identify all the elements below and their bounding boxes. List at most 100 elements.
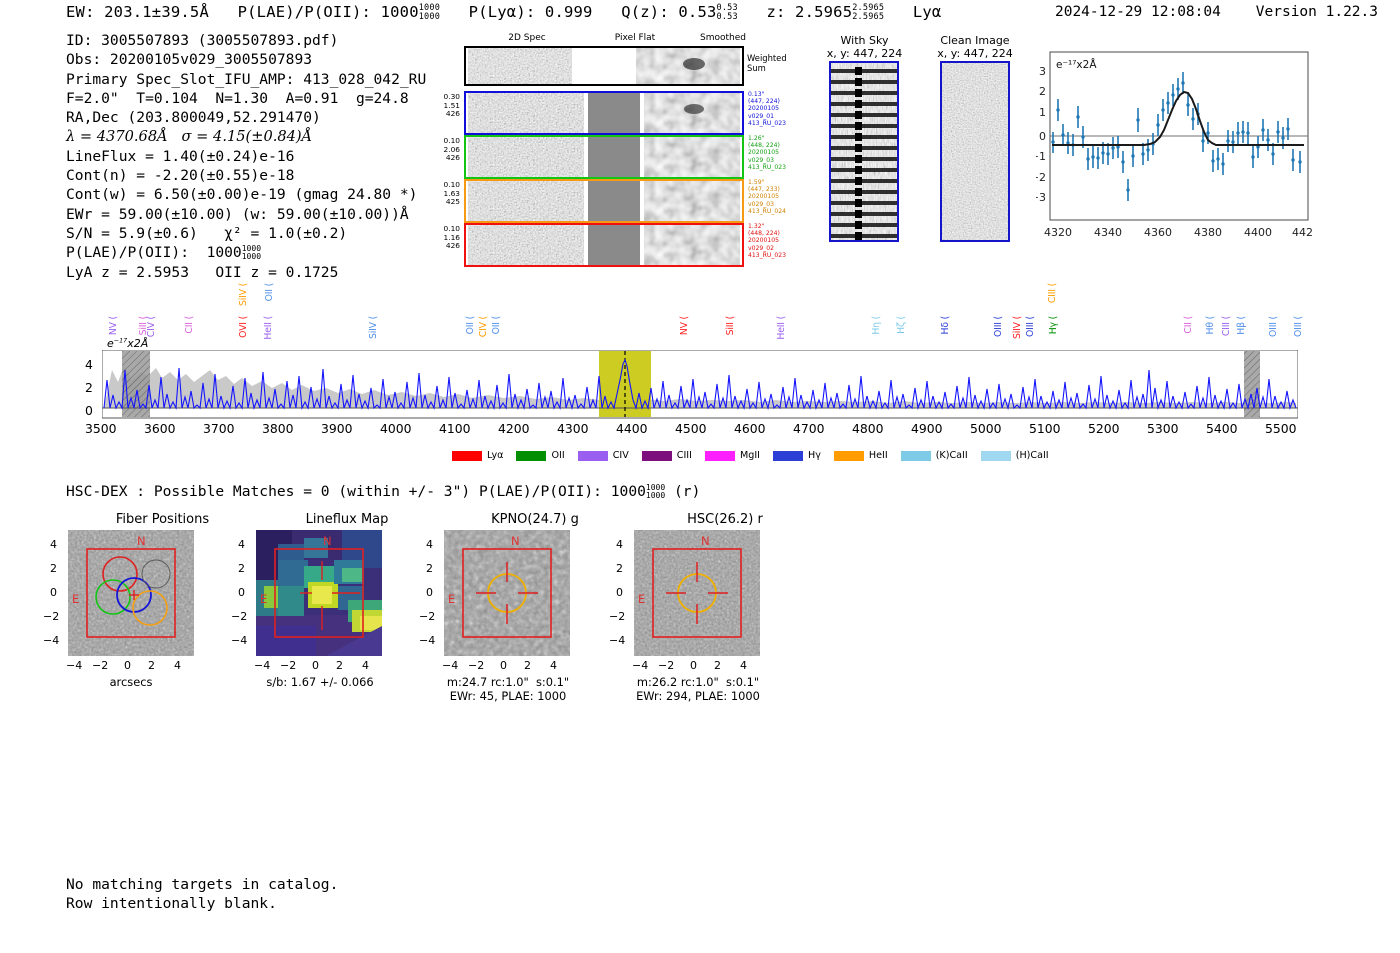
svg-text:2: 2 — [1039, 85, 1046, 98]
header-qz-frac: 0.53 0.53 — [716, 2, 738, 22]
legend-swatch-hcaii — [980, 450, 1011, 461]
info-obs: Obs: 20200105v029_3005507893 — [66, 51, 313, 69]
lf-ytick-m4: −4 — [231, 634, 248, 647]
spec2d-weighted-sum-image — [466, 48, 742, 84]
lineflux-east-label: E — [260, 592, 268, 606]
hsc-image — [634, 530, 760, 656]
spec2d-left-label-4: 0.10 1.16 426 — [443, 224, 460, 251]
info-redshifts: LyA z = 2.5953 OII z = 0.1725 — [66, 263, 339, 281]
fp-ytick-m2: −2 — [43, 610, 60, 623]
spectrum-line-label-nv: NV ( — [108, 316, 119, 336]
hsc-east-label: E — [638, 592, 646, 606]
clean-image-subtitle: x, y: 447, 224 — [937, 47, 1013, 60]
kp-ytick-0: 0 — [426, 586, 433, 599]
fp-xtick-m2: −2 — [92, 659, 109, 672]
kp-xtick-0: 0 — [500, 659, 507, 672]
spec2d-left-label-1: 0.30 1.51 426 — [443, 92, 460, 119]
with-sky-subtitle: x, y: 447, 224 — [826, 47, 903, 60]
spectrum-masked-region-right — [1244, 351, 1260, 417]
fiber-positions-east-label: E — [72, 592, 80, 606]
with-sky-image — [829, 61, 899, 242]
hs-xtick-4: 4 — [740, 659, 747, 672]
lineplot-gaussian-fit — [1052, 90, 1304, 146]
info-lambda-sigma: λ = 4370.68Å σ = 4.15(±0.84)Å — [66, 128, 313, 146]
spectrum-line-label-oii-3: OII ( — [491, 316, 502, 335]
spectrum-trace — [103, 358, 1297, 411]
info-plae: P(LAE)/P(OII): 1000 — [66, 244, 242, 262]
spectrum-line-label-hbeta: Hβ ( — [1236, 316, 1247, 335]
footer-line-1: No matching targets in catalog. — [66, 876, 339, 893]
fp-xtick-m4: −4 — [66, 659, 83, 672]
spectrum-line-label-oii-2: OII ( — [465, 316, 476, 335]
spec2d-col-header-2dspec: 2D Spec — [508, 33, 546, 43]
header-ew: EW: 203.1±39.5Å — [66, 3, 209, 21]
full-spectrum-svg — [101, 349, 1299, 419]
emission-line-fit-svg: 3 2 1 0 −1 −2 −3 4320 4340 4360 4380 4400 4420 e… — [1030, 51, 1320, 239]
kp-xtick-2: 2 — [524, 659, 531, 672]
lf-xtick-4: 4 — [362, 659, 369, 672]
version-label: Version 1.22.3 — [1255, 4, 1378, 20]
clean-image-pixels — [942, 63, 1008, 240]
hs-ytick-0: 0 — [616, 586, 623, 599]
kp-xtick-4: 4 — [550, 659, 557, 672]
spectrum-line-label-oiii-1: OIII ( — [993, 316, 1004, 337]
fiber-positions-image — [68, 530, 194, 656]
legend-label-hgamma: Hγ — [808, 450, 821, 461]
spec2d-right-label-2: 1.26" (448, 224) 20200105 v029_03 413_RU… — [748, 135, 787, 171]
legend-label-oii: OII — [551, 450, 565, 461]
lf-ytick-4: 4 — [238, 538, 245, 551]
svg-text:0: 0 — [1039, 130, 1046, 143]
timestamp: 2024-12-29 12:08:04 — [1054, 4, 1221, 20]
info-ewr: EWr = 59.00(±10.00) (w: 59.00(±10.00))Å — [66, 205, 409, 223]
fp-xtick-0: 0 — [124, 659, 131, 672]
hs-ytick-m4: −4 — [609, 634, 626, 647]
svg-text:4400: 4400 — [1244, 226, 1272, 239]
clean-image-title-text: Clean Image — [940, 34, 1010, 47]
info-radec: RA,Dec (203.800049,52.291470) — [66, 109, 321, 127]
header-summary-line: EW: 203.1±39.5Å P(LAE)/P(OII): 1000 1000 1… — [66, 3, 941, 21]
full-spectrum-chart — [101, 349, 1299, 419]
fp-ytick-m4: −4 — [43, 634, 60, 647]
hsc-dex-plae-frac: 1000 1000 — [645, 482, 666, 500]
legend-label-civ: CIV — [612, 450, 629, 461]
info-primary-spec: Primary Spec_Slot_IFU_AMP: 413_028_042_R… — [66, 70, 427, 88]
spec2d-fiber-image-1 — [466, 93, 742, 133]
spectrum-line-label-siii-2: SiII ( — [725, 316, 736, 336]
hs-ytick-4: 4 — [616, 538, 623, 551]
hs-xtick-0: 0 — [690, 659, 697, 672]
spec2d-weighted-sum-strip — [464, 46, 744, 86]
spec2d-fiber-strip-3 — [464, 179, 744, 223]
header-plae-frac: 1000 1000 — [418, 2, 441, 22]
kp-ytick-m4: −4 — [419, 634, 436, 647]
kp-ytick-4: 4 — [426, 538, 433, 551]
spectrum-legend: Lyα OII CIV CIII MgII Hγ HeII (K)CaII (H)CaII — [452, 445, 1062, 464]
info-sn-chi2: S/N = 5.9(±0.6) χ² = 1.0(±0.2) — [66, 224, 348, 242]
legend-label-kcaii: (K)CaII — [935, 450, 968, 461]
hs-xtick-m2: −2 — [658, 659, 675, 672]
two-d-spectra-panel: 2D Spec Pixel Flat Smoothed Weighted Sum — [432, 33, 787, 267]
spec2d-fiber-strip-4 — [464, 223, 744, 267]
svg-text:4380: 4380 — [1194, 226, 1222, 239]
lf-xtick-m4: −4 — [254, 659, 271, 672]
info-cont-w: Cont(w) = 6.50(±0.00)e-19 (gmag 24.80 *) — [66, 186, 418, 204]
spectrum-line-label-civ-2: CIV ( — [478, 316, 489, 338]
spec2d-left-label-3: 0.10 1.63 425 — [443, 180, 460, 207]
spectrum-line-label-heta: Hη ( — [871, 316, 882, 335]
cutout-caption-lineflux: s/b: 1.67 +/- 0.066 — [266, 675, 374, 689]
source-info-block: ID: 3005507893 (3005507893.pdf) Obs: 202… — [66, 31, 426, 282]
spectrum-line-label-siiv-upper: SiIV ( — [238, 283, 249, 306]
legend-swatch-hgamma — [773, 450, 803, 461]
legend-label-hcaii: (H)CaII — [1015, 450, 1049, 461]
kp-ytick-2: 2 — [426, 562, 433, 575]
legend-label-lya: Lyα — [487, 450, 504, 461]
cutout-title-fiber-positions: Fiber Positions — [115, 512, 210, 527]
fiber-positions-north-label: N — [137, 534, 146, 548]
kp-xtick-m2: −2 — [468, 659, 485, 672]
cutout-caption-hsc: m:26.2 rc:1.0" s:0.1" EWr: 294, PLAE: 10… — [636, 675, 760, 703]
kpno-image — [444, 530, 570, 656]
spec2d-fiber-image-4 — [466, 225, 742, 265]
lineflux-map-image — [256, 530, 382, 656]
lf-xtick-m2: −2 — [280, 659, 297, 672]
hs-ytick-2: 2 — [616, 562, 623, 575]
spectrum-units-label: e−17x2Å — [107, 336, 149, 350]
